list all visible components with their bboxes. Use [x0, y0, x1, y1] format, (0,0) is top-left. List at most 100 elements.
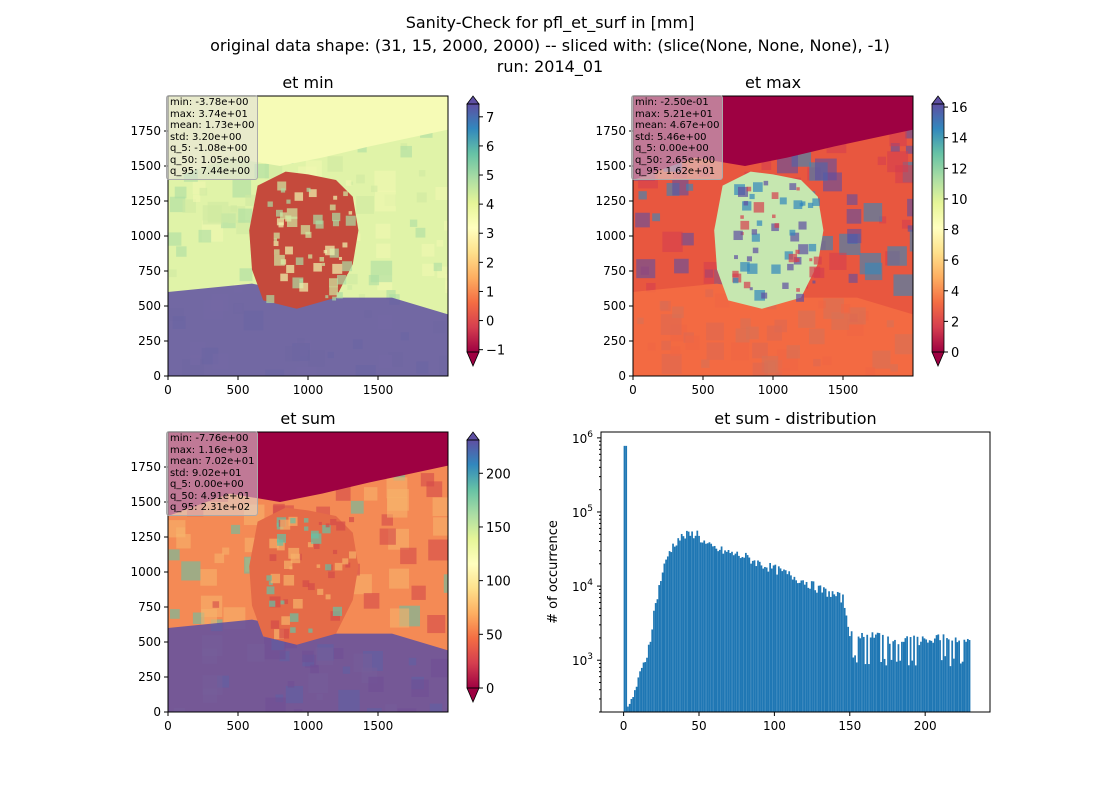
map-cell — [289, 613, 299, 622]
stats-line: min: -3.78e+00 — [170, 97, 249, 108]
map-cell — [379, 528, 396, 545]
colorbar-tick-label: 12 — [951, 162, 968, 177]
histogram-panel: et sum - distribution 0 50 100 150 200 103 104 1… — [546, 409, 991, 733]
histogram-bar — [859, 638, 862, 712]
map-cell — [421, 243, 435, 257]
map-cell — [400, 547, 417, 565]
colorbar-tick-label: 3 — [486, 227, 494, 242]
map-cell — [756, 220, 763, 226]
histogram-bar — [901, 641, 903, 712]
histogram-bar — [692, 538, 695, 712]
map-cell — [743, 200, 749, 206]
map-cell — [315, 220, 324, 229]
map-cell — [286, 216, 298, 228]
map-cell — [793, 200, 803, 210]
map-cell — [812, 198, 820, 206]
map-cell — [790, 232, 800, 242]
histogram-bar — [940, 660, 943, 712]
map-cell — [325, 295, 329, 299]
histogram-bar — [855, 662, 858, 712]
colorbar-tick-label: 150 — [486, 521, 511, 536]
stats-box-et-sum: min: -7.76e+00 max: 1.16e+03 mean: 7.02e+0… — [166, 431, 259, 516]
map-region-alps — [633, 283, 913, 376]
map-cell — [169, 196, 186, 213]
histogram-bar — [777, 566, 780, 712]
stats-line: mean: 7.02e+01 — [170, 456, 255, 467]
histogram-bar — [923, 638, 926, 712]
map-cell — [176, 534, 191, 549]
histogram-bar — [760, 565, 763, 712]
stats-line: q_50: 2.65e+00 — [635, 154, 716, 166]
y-tick-label: 1750 — [130, 124, 161, 138]
histogram-bar — [679, 540, 681, 712]
map-cell — [646, 282, 656, 293]
histogram-bar — [836, 591, 839, 712]
stats-line: q_95: 1.62e+01 — [635, 166, 716, 177]
stats-line: q_50: 1.05e+00 — [170, 154, 251, 166]
map-cell — [276, 209, 283, 217]
map-cell — [761, 292, 768, 299]
histogram-bar — [906, 636, 908, 712]
map-cell — [273, 249, 280, 255]
stats-line: std: 5.46e+00 — [635, 131, 707, 143]
x-tick-label: 0 — [164, 719, 172, 733]
map-cell — [376, 243, 391, 259]
y-tick-label: 250 — [138, 670, 161, 684]
histogram-bar — [765, 567, 768, 712]
map-region-alps — [168, 283, 448, 376]
map-cell — [348, 211, 353, 215]
map-cell — [375, 223, 391, 239]
map-cell — [420, 473, 435, 487]
map-cell — [192, 612, 205, 624]
histogram-bar — [666, 556, 669, 712]
colorbar-frame — [466, 439, 480, 689]
colorbar-tick-label: 100 — [486, 575, 511, 590]
histogram-bar — [644, 662, 647, 712]
histogram-bar — [734, 553, 737, 712]
y-tick-label: 0 — [618, 369, 626, 383]
map-cell — [283, 574, 295, 586]
map-cell — [200, 569, 217, 586]
map-cell — [734, 255, 738, 260]
map-cell — [351, 574, 372, 595]
map-cell — [846, 194, 858, 205]
map-cell — [285, 246, 293, 255]
histogram-bar — [781, 571, 784, 712]
map-cell — [284, 560, 293, 569]
histogram-bar — [809, 588, 811, 712]
map-cell — [733, 230, 743, 241]
colorbar-tick-label: −1 — [486, 344, 505, 359]
histogram-bar — [630, 698, 633, 712]
stats-line: q_95: 2.31e+02 — [170, 502, 251, 513]
map-cell — [437, 266, 448, 278]
map-cell — [279, 628, 290, 639]
histogram-bar — [651, 629, 654, 712]
y-tick-label: 1000 — [130, 229, 161, 243]
map-cell — [168, 549, 180, 561]
map-cell — [329, 278, 338, 288]
histogram-bar — [724, 550, 726, 712]
histogram-bar — [954, 637, 957, 712]
histogram-bar — [699, 542, 702, 712]
map-cell — [274, 254, 285, 266]
y-tick-label: 750 — [603, 264, 626, 278]
colorbar-body — [467, 104, 479, 352]
map-cell — [829, 252, 847, 270]
histogram-bar — [753, 560, 756, 712]
map-cell — [672, 179, 689, 196]
map-cell — [751, 233, 760, 242]
map-cell — [307, 542, 314, 548]
histogram-bar — [743, 557, 745, 712]
histogram-bar — [854, 655, 856, 712]
x-tick-label: 500 — [692, 383, 715, 397]
map-cell — [374, 190, 396, 212]
stats-line: q_95: 7.44e+00 — [170, 166, 251, 177]
map-cell — [447, 493, 448, 507]
histogram-bar — [932, 642, 934, 712]
map-cell — [336, 292, 343, 299]
colorbar-tick-label: 0 — [486, 682, 494, 697]
histogram-bar — [944, 656, 947, 712]
histogram-bar — [627, 706, 629, 712]
map-cell — [374, 170, 396, 192]
